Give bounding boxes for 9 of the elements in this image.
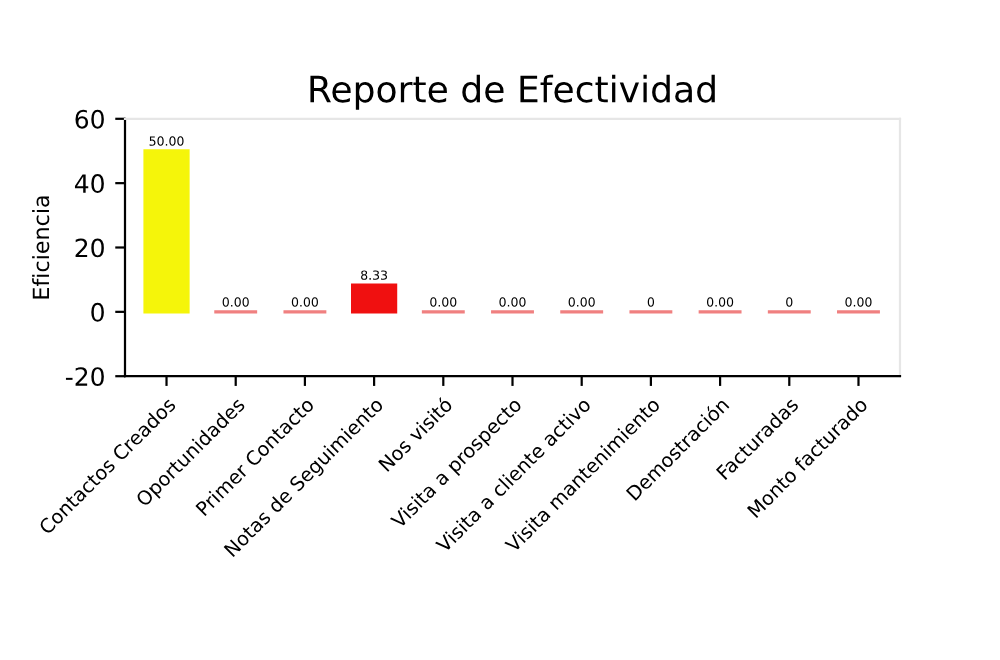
y-tick-label: 0 — [91, 302, 104, 322]
chart-title: Reporte de Efectividad — [310, 74, 715, 110]
bar — [143, 149, 190, 314]
y-axis-title: Eficiencia — [32, 196, 50, 299]
y-tick-label: 40 — [74, 174, 104, 193]
y-tick-label: 20 — [75, 238, 104, 258]
bar — [350, 283, 398, 314]
y-tick-label: -20 — [65, 367, 104, 387]
y-tick-label: 60 — [75, 109, 104, 129]
